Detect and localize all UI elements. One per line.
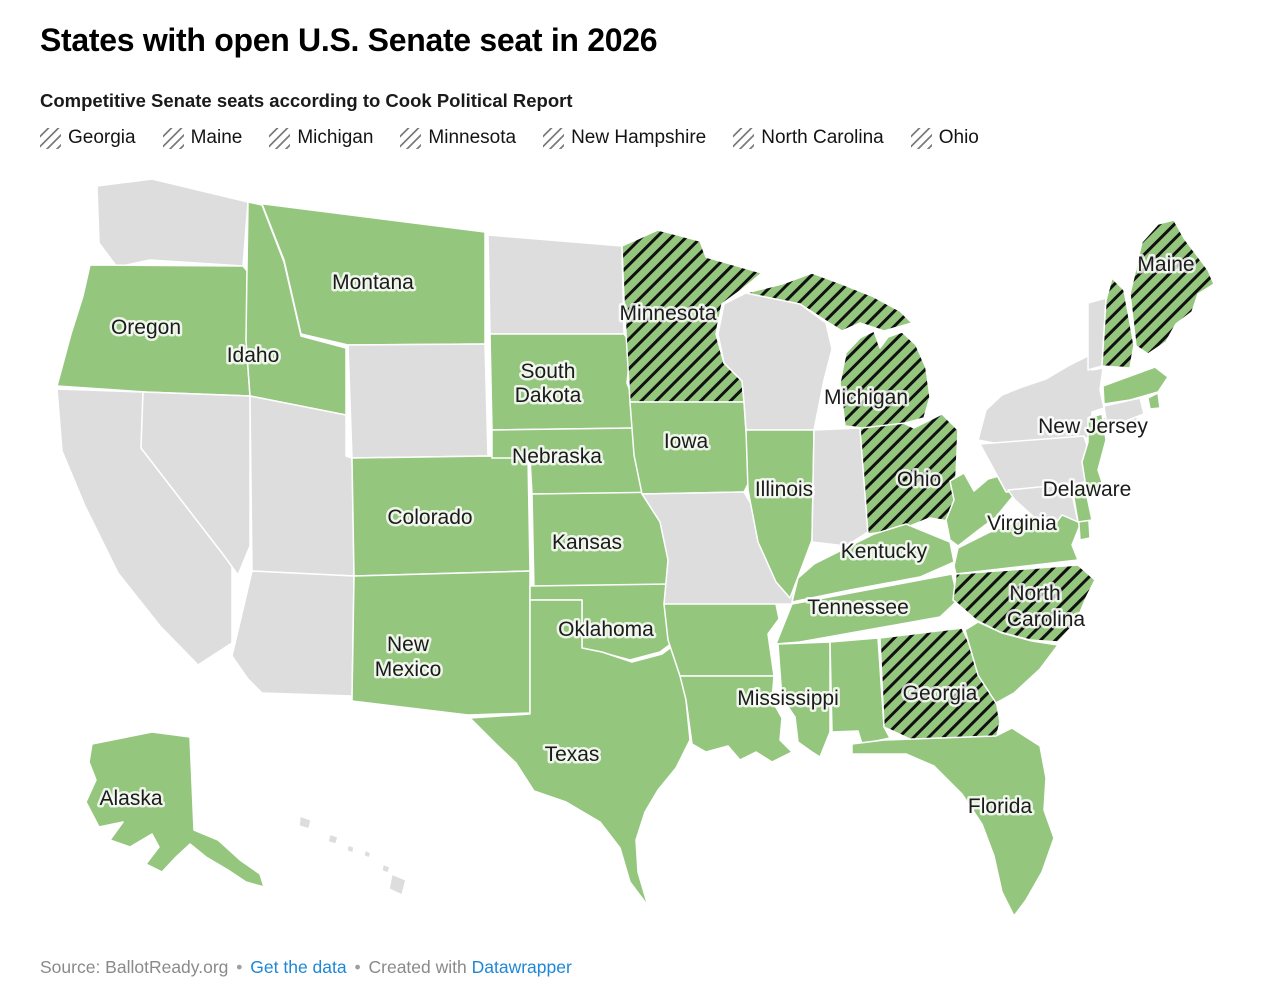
state-west-virginia[interactable] xyxy=(945,472,1015,547)
map-label-texas: Texas xyxy=(545,743,600,766)
legend-label: Georgia xyxy=(68,127,136,148)
state-minnesota[interactable] xyxy=(621,229,763,403)
map-label-idaho: Idaho xyxy=(227,344,280,367)
state-montana[interactable] xyxy=(247,201,486,346)
state-washington[interactable] xyxy=(96,178,249,268)
map-label-iowa: Iowa xyxy=(664,430,709,453)
state-new-mexico[interactable] xyxy=(351,570,531,716)
map-label-tennessee: Tennessee xyxy=(807,596,909,619)
map-label-michigan: Michigan xyxy=(824,386,908,409)
state-labels-layer: Oregon Idaho Montana South Dakota Minnes… xyxy=(97,251,1197,821)
state-north-dakota[interactable] xyxy=(487,234,625,335)
datawrapper-link[interactable]: Datawrapper xyxy=(471,957,572,977)
map-label-oklahoma: Oklahoma xyxy=(558,618,654,641)
state-colorado[interactable] xyxy=(351,455,531,577)
state-michigan[interactable] xyxy=(839,330,931,429)
state-mississippi[interactable] xyxy=(777,641,831,758)
map-label-south-dakota-line1: South xyxy=(521,360,576,383)
state-hawaii[interactable] xyxy=(298,815,407,896)
map-label-kansas: Kansas xyxy=(552,531,622,554)
legend-item-ohio: Ohio xyxy=(910,127,979,149)
map-label-nebraska: Nebraska xyxy=(512,445,602,468)
map-label-minnesota: Minnesota xyxy=(620,302,717,325)
map-label-florida: Florida xyxy=(968,795,1033,818)
hatch-swatch-icon xyxy=(733,127,755,149)
state-wyoming[interactable] xyxy=(347,343,489,459)
state-alaska[interactable] xyxy=(85,731,265,888)
hatch-swatch-icon xyxy=(40,127,61,149)
hatch-swatch-icon xyxy=(269,127,291,149)
map-label-mississippi: Mississippi xyxy=(737,687,839,710)
legend: Georgia Maine Michigan Minnesota New Ham… xyxy=(40,127,979,149)
state-indiana[interactable] xyxy=(811,427,869,547)
state-texas[interactable] xyxy=(469,599,691,907)
legend-item-maine: Maine xyxy=(162,127,243,149)
legend-label: Minnesota xyxy=(428,127,517,148)
state-louisiana[interactable] xyxy=(679,675,793,763)
map-label-new-mexico-line1: New xyxy=(387,633,430,656)
state-florida[interactable] xyxy=(851,727,1055,917)
page-subtitle: Competitive Senate seats according to Co… xyxy=(40,90,573,111)
map-label-new-jersey: New Jersey xyxy=(1038,415,1148,438)
get-the-data-link[interactable]: Get the data xyxy=(250,957,347,977)
map-label-oregon: Oregon xyxy=(111,316,181,339)
legend-item-michigan: Michigan xyxy=(269,127,373,149)
state-utah[interactable] xyxy=(249,395,355,577)
created-with-text: Created with xyxy=(368,957,467,977)
hatch-swatch-icon xyxy=(162,127,184,149)
states-layer xyxy=(56,178,1215,917)
state-arizona[interactable] xyxy=(231,570,355,697)
map-label-north-carolina-line1: North xyxy=(1009,582,1060,605)
map-label-south-dakota-line2: Dakota xyxy=(515,384,582,407)
map-label-georgia: Georgia xyxy=(903,682,978,705)
state-new-hampshire[interactable] xyxy=(1101,277,1135,369)
legend-item-north-carolina: North Carolina xyxy=(733,127,884,149)
state-maine[interactable] xyxy=(1129,219,1215,355)
source-text: Source: BallotReady.org xyxy=(40,957,229,977)
separator-dot: • xyxy=(354,957,361,977)
map-label-north-carolina-line2: Carolina xyxy=(1007,608,1086,631)
state-arkansas[interactable] xyxy=(663,603,780,677)
map-label-virginia: Virginia xyxy=(987,512,1057,535)
state-kentucky[interactable] xyxy=(791,523,955,603)
us-map: Oregon Idaho Montana South Dakota Minnes… xyxy=(0,175,1268,940)
separator-dot: • xyxy=(236,957,243,977)
hatch-swatch-icon xyxy=(910,127,932,149)
state-rhode-island[interactable] xyxy=(1147,392,1161,410)
footer: Source: BallotReady.org • Get the data •… xyxy=(40,957,572,978)
state-massachusetts[interactable] xyxy=(1102,366,1169,405)
hatch-swatch-icon xyxy=(400,127,422,149)
state-new-jersey[interactable] xyxy=(1081,413,1107,501)
page-title: States with open U.S. Senate seat in 202… xyxy=(40,22,658,58)
state-north-carolina[interactable] xyxy=(952,564,1096,643)
map-label-ohio: Ohio xyxy=(897,468,941,491)
state-maryland[interactable] xyxy=(1007,483,1079,529)
legend-item-minnesota: Minnesota xyxy=(400,127,516,149)
legend-label: New Hampshire xyxy=(571,127,707,148)
legend-item-georgia: Georgia xyxy=(40,127,136,149)
state-connecticut[interactable] xyxy=(1103,397,1145,425)
map-label-colorado: Colorado xyxy=(387,506,472,529)
map-label-illinois: Illinois xyxy=(755,478,813,501)
legend-item-new-hampshire: New Hampshire xyxy=(543,127,706,149)
map-label-montana: Montana xyxy=(332,271,414,294)
map-label-alaska: Alaska xyxy=(99,787,162,810)
hatch-swatch-icon xyxy=(543,127,565,149)
map-label-maine: Maine xyxy=(1137,253,1194,276)
map-label-kentucky: Kentucky xyxy=(841,540,928,563)
legend-label: Maine xyxy=(190,127,243,148)
legend-label: North Carolina xyxy=(761,127,884,148)
map-label-new-mexico-line2: Mexico xyxy=(375,658,442,681)
legend-label: Michigan xyxy=(297,127,374,148)
map-label-delaware: Delaware xyxy=(1043,478,1132,501)
state-michigan-upper-peninsula[interactable] xyxy=(745,272,913,332)
legend-label: Ohio xyxy=(938,127,979,148)
